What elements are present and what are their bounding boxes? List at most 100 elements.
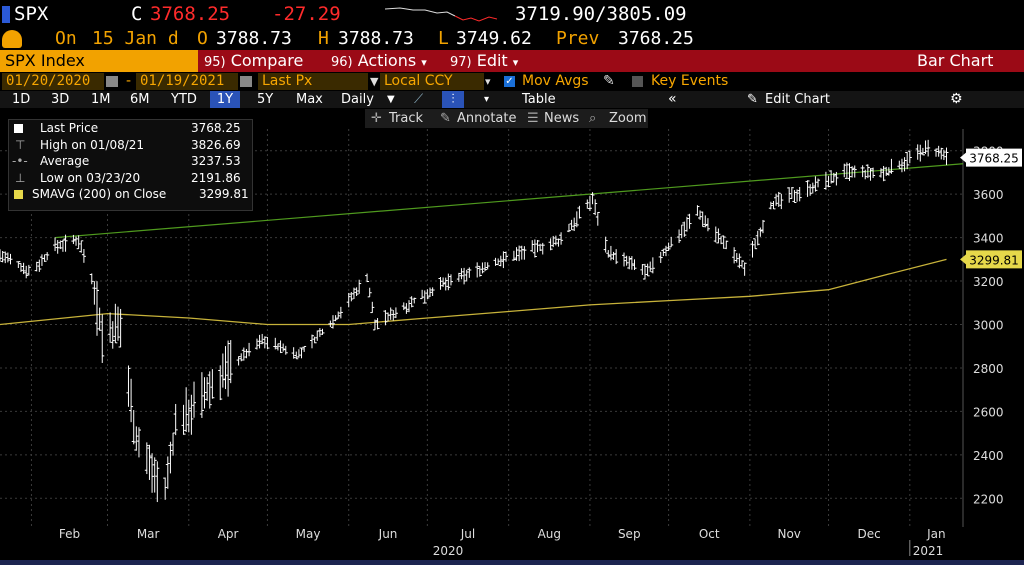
menu-bar: SPX Index 95) Compare 96) Actions ▾ 97) …: [0, 50, 1024, 72]
actions-button[interactable]: 96) Actions ▾: [331, 51, 427, 70]
news-button[interactable]: News: [544, 111, 580, 126]
dropdown-arrow-icon[interactable]: ▾: [484, 94, 490, 105]
x-tick-label: Sep: [618, 527, 641, 541]
currency-select[interactable]: Local CCY: [380, 73, 484, 90]
y-tick-label: 3400: [973, 232, 1004, 246]
period-3d[interactable]: 3D: [51, 92, 70, 107]
x-tick-label: Jun: [378, 527, 398, 541]
end-date-field[interactable]: 01/19/2021: [136, 73, 238, 90]
bar-chart-icon[interactable]: ⫶: [442, 91, 464, 108]
y-tick-label: 3000: [973, 319, 1004, 333]
open-value: 3788.73: [216, 28, 292, 49]
ticker-marker-icon: [2, 6, 10, 23]
gauge-icon: [2, 30, 22, 48]
date-separator: -: [126, 73, 132, 89]
chart-type-label[interactable]: Bar Chart: [917, 51, 994, 70]
prev-value: 3768.25: [618, 28, 694, 49]
zoom-button[interactable]: Zoom: [609, 111, 647, 126]
x-tick-label: Aug: [538, 527, 561, 541]
period-1y[interactable]: 1Y: [210, 91, 240, 108]
sma-value-tag-label: 3299.81: [969, 253, 1019, 267]
x-tick-label: Mar: [137, 527, 160, 541]
low-label: L: [438, 28, 449, 49]
chart-toolbar: ✛ Track ✎ Annotate ☰ News ⌕ Zoom: [0, 108, 1024, 129]
y-tick-label: 2400: [973, 449, 1004, 463]
y-tick-label: 3200: [973, 275, 1004, 289]
annotate-icon[interactable]: ✎: [440, 111, 451, 126]
square-icon: [14, 124, 23, 133]
calendar-icon[interactable]: [106, 76, 118, 87]
news-icon[interactable]: ☰: [527, 111, 539, 126]
dropdown-arrow-icon[interactable]: ▾: [485, 75, 491, 88]
chart-legend: Last Price 3768.25 ⊤ High on 01/08/21 38…: [8, 119, 253, 211]
period-5y[interactable]: 5Y: [257, 92, 274, 107]
table-button[interactable]: Table: [522, 92, 556, 107]
price-field-select[interactable]: Last Px: [258, 73, 368, 90]
net-change: -27.29: [272, 3, 341, 25]
x-tick-label: Apr: [218, 527, 239, 541]
zoom-icon[interactable]: ⌕: [589, 111, 597, 126]
trend-line: [55, 163, 964, 239]
last-price-tag-label: 3768.25: [969, 152, 1019, 166]
dropdown-arrow-icon: ▾: [421, 56, 427, 69]
annotate-button[interactable]: Annotate: [457, 111, 517, 126]
compare-button[interactable]: 95) Compare: [204, 51, 304, 70]
frequency-select[interactable]: Daily: [341, 92, 374, 107]
period-ytd[interactable]: YTD: [171, 92, 197, 107]
period-max[interactable]: Max: [296, 92, 323, 107]
period-bar: 1D 3D 1M 6M YTD 1Y 5Y Max Daily ▼ ⟋ ⫶ ▾ …: [0, 91, 1024, 108]
pencil-icon[interactable]: ✎: [603, 73, 615, 89]
last-price-tag-pointer: [960, 152, 966, 163]
price-code: C: [131, 3, 143, 25]
edit-chart-button[interactable]: Edit Chart: [765, 92, 831, 107]
legend-high: ⊤ High on 01/08/21 3826.69: [15, 137, 241, 152]
last-price: 3768.25: [150, 3, 231, 25]
square-icon: [14, 190, 23, 199]
sma-value-tag-box: [966, 250, 1022, 269]
period-1m[interactable]: 1M: [91, 92, 111, 107]
sma-value-tag-pointer: [960, 254, 966, 265]
x-tick-label: Dec: [858, 527, 881, 541]
prev-label: Prev: [556, 28, 600, 49]
edit-chart-pencil-icon[interactable]: ✎: [747, 92, 758, 107]
track-button[interactable]: Track: [389, 111, 424, 126]
mov-avgs-checkbox[interactable]: ✓: [504, 76, 515, 87]
average-marker-icon: -•-: [12, 154, 28, 168]
security-field[interactable]: SPX Index: [0, 50, 198, 72]
price-chart[interactable]: 220024002600280030003200340036003800FebM…: [0, 108, 1024, 560]
crosshair-icon[interactable]: ✛: [371, 111, 382, 126]
bottom-status-strip: [0, 560, 1024, 565]
period-1d[interactable]: 1D: [12, 92, 31, 107]
start-date-field[interactable]: 01/20/2020: [2, 73, 104, 90]
x-tick-label: May: [296, 527, 321, 541]
low-marker-icon: ⊥: [15, 170, 26, 185]
edit-button[interactable]: 97) Edit ▾: [450, 51, 519, 70]
y-tick-label: 3600: [973, 188, 1004, 202]
legend-sma: SMAVG (200) on Close 3299.81: [9, 186, 252, 203]
dropdown-arrow-icon[interactable]: ▼: [370, 75, 379, 88]
period-6m[interactable]: 6M: [130, 92, 150, 107]
year-label: 2020: [433, 544, 464, 558]
quote-header: SPX C 3768.25 -27.29 3719.90/3805.09: [0, 0, 1024, 28]
key-events-checkbox[interactable]: [632, 76, 643, 87]
year-label: 2021: [913, 544, 944, 558]
high-value: 3788.73: [338, 28, 414, 49]
quote-date: 15 Jan d: [92, 28, 179, 49]
mov-avgs-label: Mov Avgs: [522, 73, 589, 89]
line-chart-icon[interactable]: ⟋: [414, 91, 434, 108]
day-range: 3719.90/3805.09: [515, 3, 687, 25]
ticker-symbol[interactable]: SPX: [14, 3, 49, 25]
low-value: 3749.62: [456, 28, 532, 49]
x-tick-label: Jan: [926, 527, 946, 541]
dropdown-arrow-icon[interactable]: ▼: [387, 94, 395, 105]
high-label: H: [318, 28, 329, 49]
legend-low: ⊥ Low on 03/23/20 2191.86: [15, 170, 241, 185]
key-events-label: Key Events: [651, 73, 729, 89]
toolbar-panel: [365, 109, 648, 128]
calendar-icon[interactable]: [240, 76, 252, 87]
settings-gear-icon[interactable]: ⚙: [950, 91, 963, 107]
y-tick-label: 2800: [973, 362, 1004, 376]
legend-average: -•- Average 3237.53: [12, 154, 241, 168]
collapse-icon[interactable]: «: [668, 91, 677, 107]
sparkline-chart: [385, 7, 497, 22]
